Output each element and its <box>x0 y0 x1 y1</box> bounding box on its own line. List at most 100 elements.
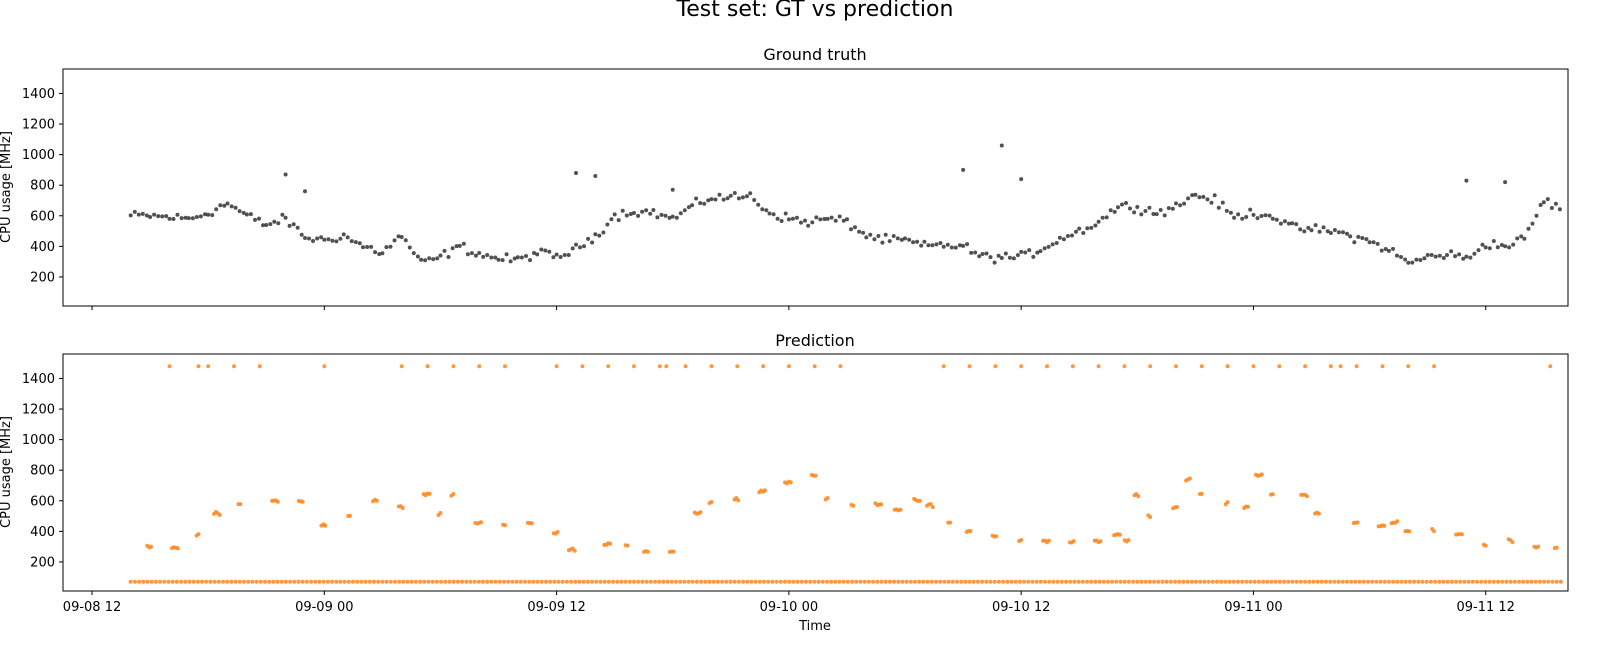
data-point <box>1522 236 1527 241</box>
y-tick-label: 400 <box>30 525 55 540</box>
data-point <box>1354 364 1359 369</box>
data-point <box>465 252 470 257</box>
data-point <box>519 255 524 260</box>
data-point <box>872 237 877 242</box>
data-point <box>1034 579 1039 584</box>
data-point <box>1206 579 1211 584</box>
prediction-axes <box>62 353 1569 592</box>
data-point <box>518 579 523 584</box>
data-point <box>1236 579 1240 584</box>
data-point <box>377 252 382 257</box>
data-point <box>1197 195 1202 200</box>
data-point <box>510 579 515 584</box>
data-point <box>745 579 750 584</box>
data-point <box>216 579 221 584</box>
data-point <box>1458 579 1463 584</box>
data-point <box>1100 215 1105 220</box>
data-point <box>1126 538 1131 542</box>
data-point <box>1178 203 1183 208</box>
data-point <box>1216 205 1221 210</box>
data-point <box>1332 579 1337 584</box>
data-point <box>736 196 741 201</box>
data-point <box>1164 579 1169 584</box>
data-point <box>361 245 365 250</box>
data-point <box>1406 364 1411 369</box>
data-point <box>1407 579 1412 584</box>
data-point <box>816 579 821 584</box>
data-point <box>707 579 712 584</box>
data-point <box>253 217 257 222</box>
data-point <box>850 579 855 584</box>
data-point <box>1277 364 1282 369</box>
data-point <box>257 216 261 221</box>
data-point <box>1370 579 1375 584</box>
data-point <box>762 579 766 584</box>
data-point <box>1068 579 1073 584</box>
data-point <box>921 579 926 584</box>
data-point <box>686 205 691 210</box>
data-point <box>969 250 974 255</box>
data-point <box>399 235 404 239</box>
data-point <box>1399 579 1404 584</box>
data-point <box>1046 244 1051 249</box>
data-point <box>1139 579 1144 584</box>
data-point <box>502 579 506 584</box>
data-point <box>1148 364 1153 369</box>
data-point <box>1147 205 1152 210</box>
data-point <box>1325 229 1330 234</box>
data-point <box>1340 579 1345 584</box>
data-point <box>367 579 372 584</box>
data-point <box>1345 231 1349 236</box>
data-point <box>709 364 714 369</box>
data-point <box>186 216 191 221</box>
data-point <box>1030 579 1035 584</box>
data-point <box>392 238 397 243</box>
data-point <box>803 218 807 223</box>
data-point <box>1151 212 1156 216</box>
data-point <box>145 579 150 584</box>
data-point <box>1043 579 1047 584</box>
data-point <box>887 579 892 584</box>
data-point <box>544 579 548 584</box>
data-point <box>1338 364 1343 369</box>
data-point <box>1352 240 1357 245</box>
data-point <box>303 236 307 240</box>
data-point <box>977 254 982 259</box>
data-point <box>1503 244 1508 249</box>
data-point <box>1085 579 1089 584</box>
data-point <box>590 240 595 245</box>
data-point <box>1433 254 1438 259</box>
data-point <box>543 248 548 253</box>
data-point <box>925 579 930 584</box>
data-point <box>288 579 293 584</box>
data-point <box>930 243 935 248</box>
data-point <box>980 252 985 256</box>
data-point <box>1332 228 1337 232</box>
data-point <box>845 579 850 584</box>
data-point <box>682 208 687 213</box>
data-point <box>355 579 360 584</box>
data-point <box>504 252 509 257</box>
data-point <box>808 579 813 584</box>
data-point <box>624 213 629 218</box>
data-point <box>1380 364 1385 369</box>
data-point <box>1143 579 1148 584</box>
data-point <box>1015 253 1020 258</box>
data-point <box>1529 579 1534 584</box>
data-point <box>175 212 180 217</box>
prediction-xticks: 09-08 12 09-09 00 09-09 12 09-10 00 09-10 12… <box>63 591 1515 615</box>
data-point <box>1093 579 1098 584</box>
data-point <box>1199 491 1204 496</box>
data-point <box>1009 579 1014 584</box>
x-tick-label: 09-09 12 <box>527 600 585 615</box>
data-point <box>1259 472 1264 477</box>
data-point <box>1303 364 1308 369</box>
data-point <box>1225 500 1230 505</box>
data-point <box>479 520 484 525</box>
data-point <box>942 579 947 584</box>
data-point <box>174 579 179 584</box>
data-point <box>275 579 280 584</box>
data-point <box>334 579 339 584</box>
data-point <box>669 579 674 584</box>
data-point <box>1422 256 1427 261</box>
